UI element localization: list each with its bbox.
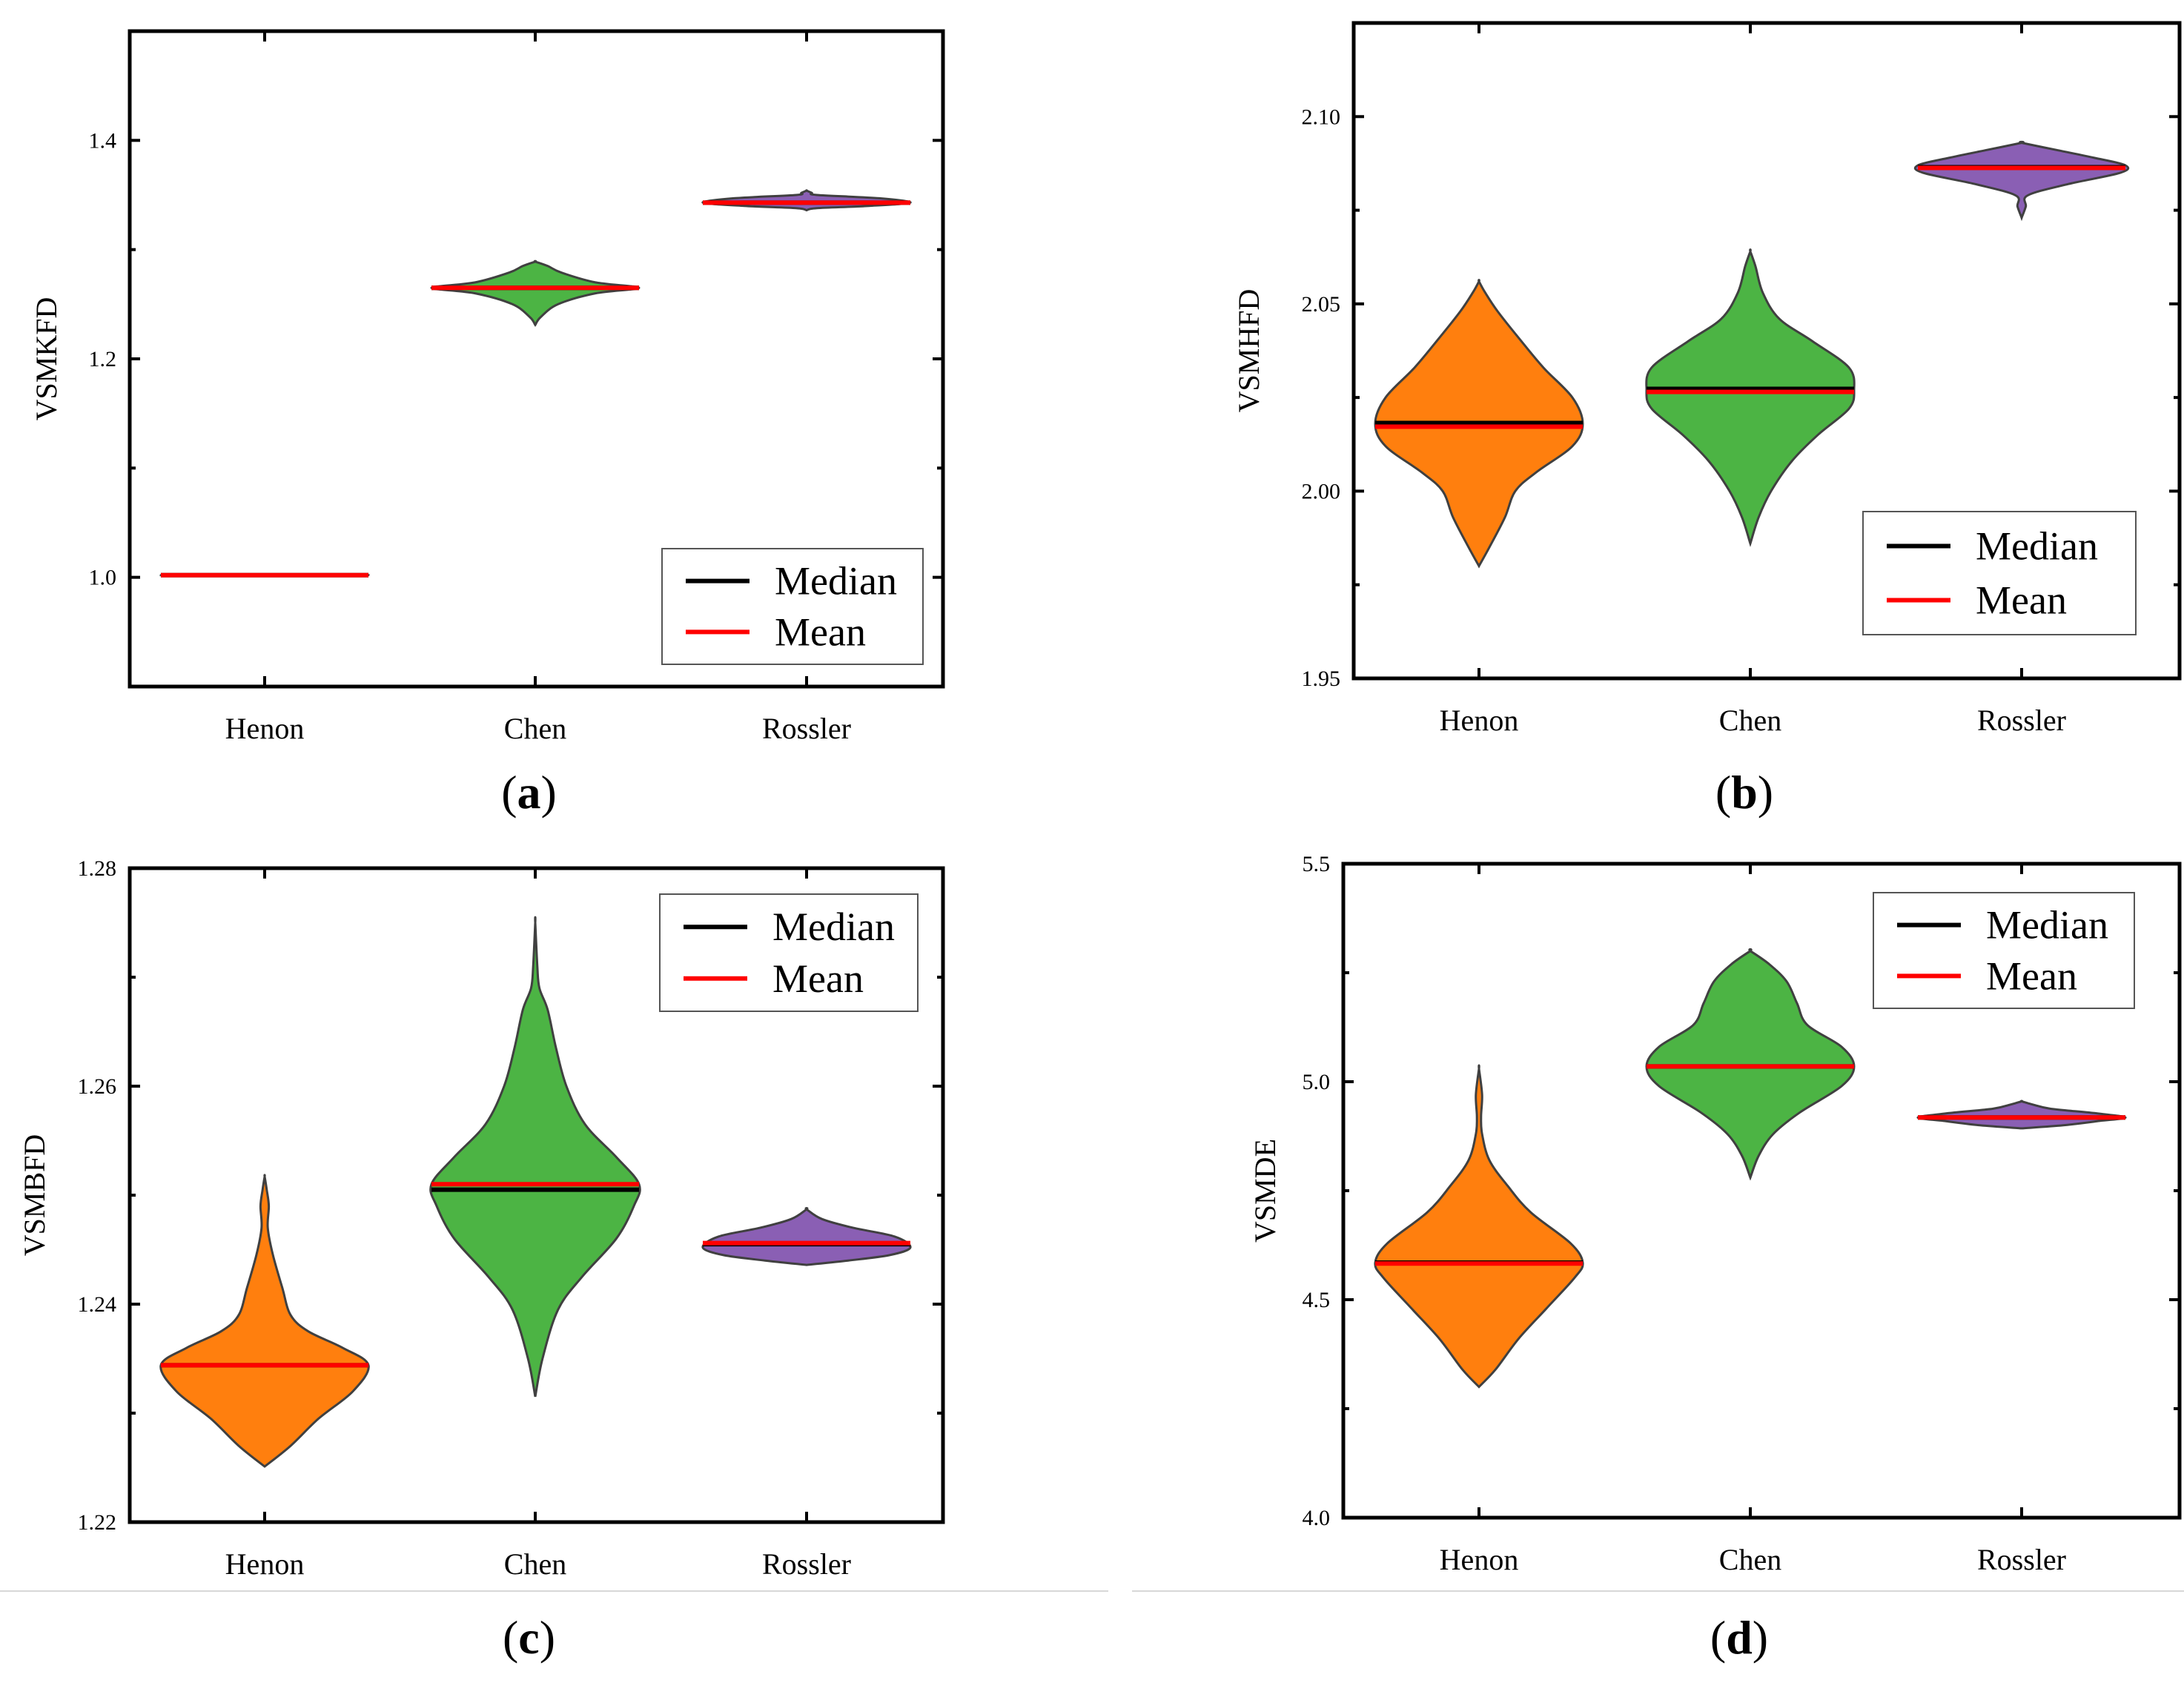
violin-rossler [701, 1206, 912, 1266]
y-axis-label: VSMDE [1248, 1139, 1282, 1243]
panel-a: 1.0 1.2 1.4 Henon Chen Rossler VSMKFD Median Mea… [30, 29, 945, 819]
y-axis-label: VSMBFD [18, 1134, 51, 1257]
y-axis-label: VSMHFD [1232, 289, 1265, 413]
x-tick-label-rossler: Rossler [762, 1547, 851, 1581]
violin-henon [1374, 1064, 1584, 1389]
panel-label-d: (d) [1710, 1611, 1768, 1664]
legend-label-median: Median [1976, 523, 2098, 568]
y-tick-label: 5.5 [1303, 852, 1331, 876]
violin-chen [429, 916, 641, 1398]
panel-label-b: (b) [1715, 766, 1773, 819]
y-tick-label: 2.05 [1302, 292, 1341, 317]
x-tick-label-henon: Henon [1440, 1543, 1519, 1576]
violin-chen [430, 259, 641, 327]
y-tick-label: 1.26 [78, 1074, 117, 1099]
legend-label-mean: Mean [1976, 578, 2067, 623]
x-tick-label-chen: Chen [1719, 1543, 1781, 1576]
legend-box [1862, 511, 2137, 635]
y-tick-label: 4.5 [1303, 1288, 1331, 1312]
axis-frame [1351, 21, 2182, 681]
legend-label-median: Median [772, 905, 895, 949]
legend-box [659, 893, 919, 1012]
violin-rossler [701, 189, 912, 212]
x-tick-label-chen: Chen [504, 1547, 566, 1581]
x-tick-label-henon: Henon [225, 1547, 305, 1581]
panel-c: 1.22 1.24 1.26 1.28 Henon Chen Rossler VSMBFD Me… [18, 856, 945, 1664]
y-tick-label: 1.22 [78, 1510, 117, 1535]
x-tick-label-henon: Henon [225, 712, 305, 745]
violin-chen [1645, 248, 1856, 547]
legend-label-mean: Mean [775, 609, 866, 654]
legend-box [661, 548, 924, 665]
legend-label-mean: Mean [772, 956, 864, 1001]
x-tick-label-chen: Chen [1719, 704, 1781, 737]
panel-b: 1.95 2.00 2.05 2.10 Henon Chen Rossler VSMHFD Me… [1232, 21, 2182, 819]
legend-label-mean: Mean [1986, 953, 2077, 998]
x-tick-label-rossler: Rossler [1977, 704, 2066, 737]
y-axis-label: VSMKFD [30, 297, 63, 421]
y-tick-label: 4.0 [1303, 1506, 1331, 1530]
x-tick-label-chen: Chen [504, 712, 566, 745]
violin-rossler [1916, 1100, 2127, 1130]
y-tick-label: 5.0 [1303, 1070, 1331, 1094]
legend-label-median: Median [1986, 903, 2108, 948]
y-tick-label: 1.0 [89, 566, 117, 590]
y-tick-label: 1.28 [78, 856, 117, 881]
x-tick-label-rossler: Rossler [762, 712, 851, 745]
panel-label-c: (c) [503, 1611, 555, 1664]
violin-rossler [1913, 140, 2130, 222]
legend-box [1873, 892, 2135, 1009]
panel-d: 4.0 4.5 5.0 5.5 Henon Chen Rossler VSMDE Median M… [1248, 852, 2182, 1664]
y-tick-label: 1.24 [78, 1292, 117, 1317]
panel-label-a: (a) [501, 766, 557, 819]
y-tick-label: 2.10 [1302, 105, 1341, 129]
x-tick-label-henon: Henon [1440, 704, 1519, 737]
y-tick-label: 2.00 [1302, 479, 1341, 503]
violin-chen [1645, 948, 1856, 1181]
y-tick-label: 1.95 [1302, 667, 1341, 691]
violin-henon [159, 1174, 370, 1468]
y-tick-label: 1.4 [89, 128, 117, 153]
legend-label-median: Median [775, 559, 897, 604]
y-tick-label: 1.2 [89, 347, 117, 371]
x-tick-label-rossler: Rossler [1977, 1543, 2066, 1576]
